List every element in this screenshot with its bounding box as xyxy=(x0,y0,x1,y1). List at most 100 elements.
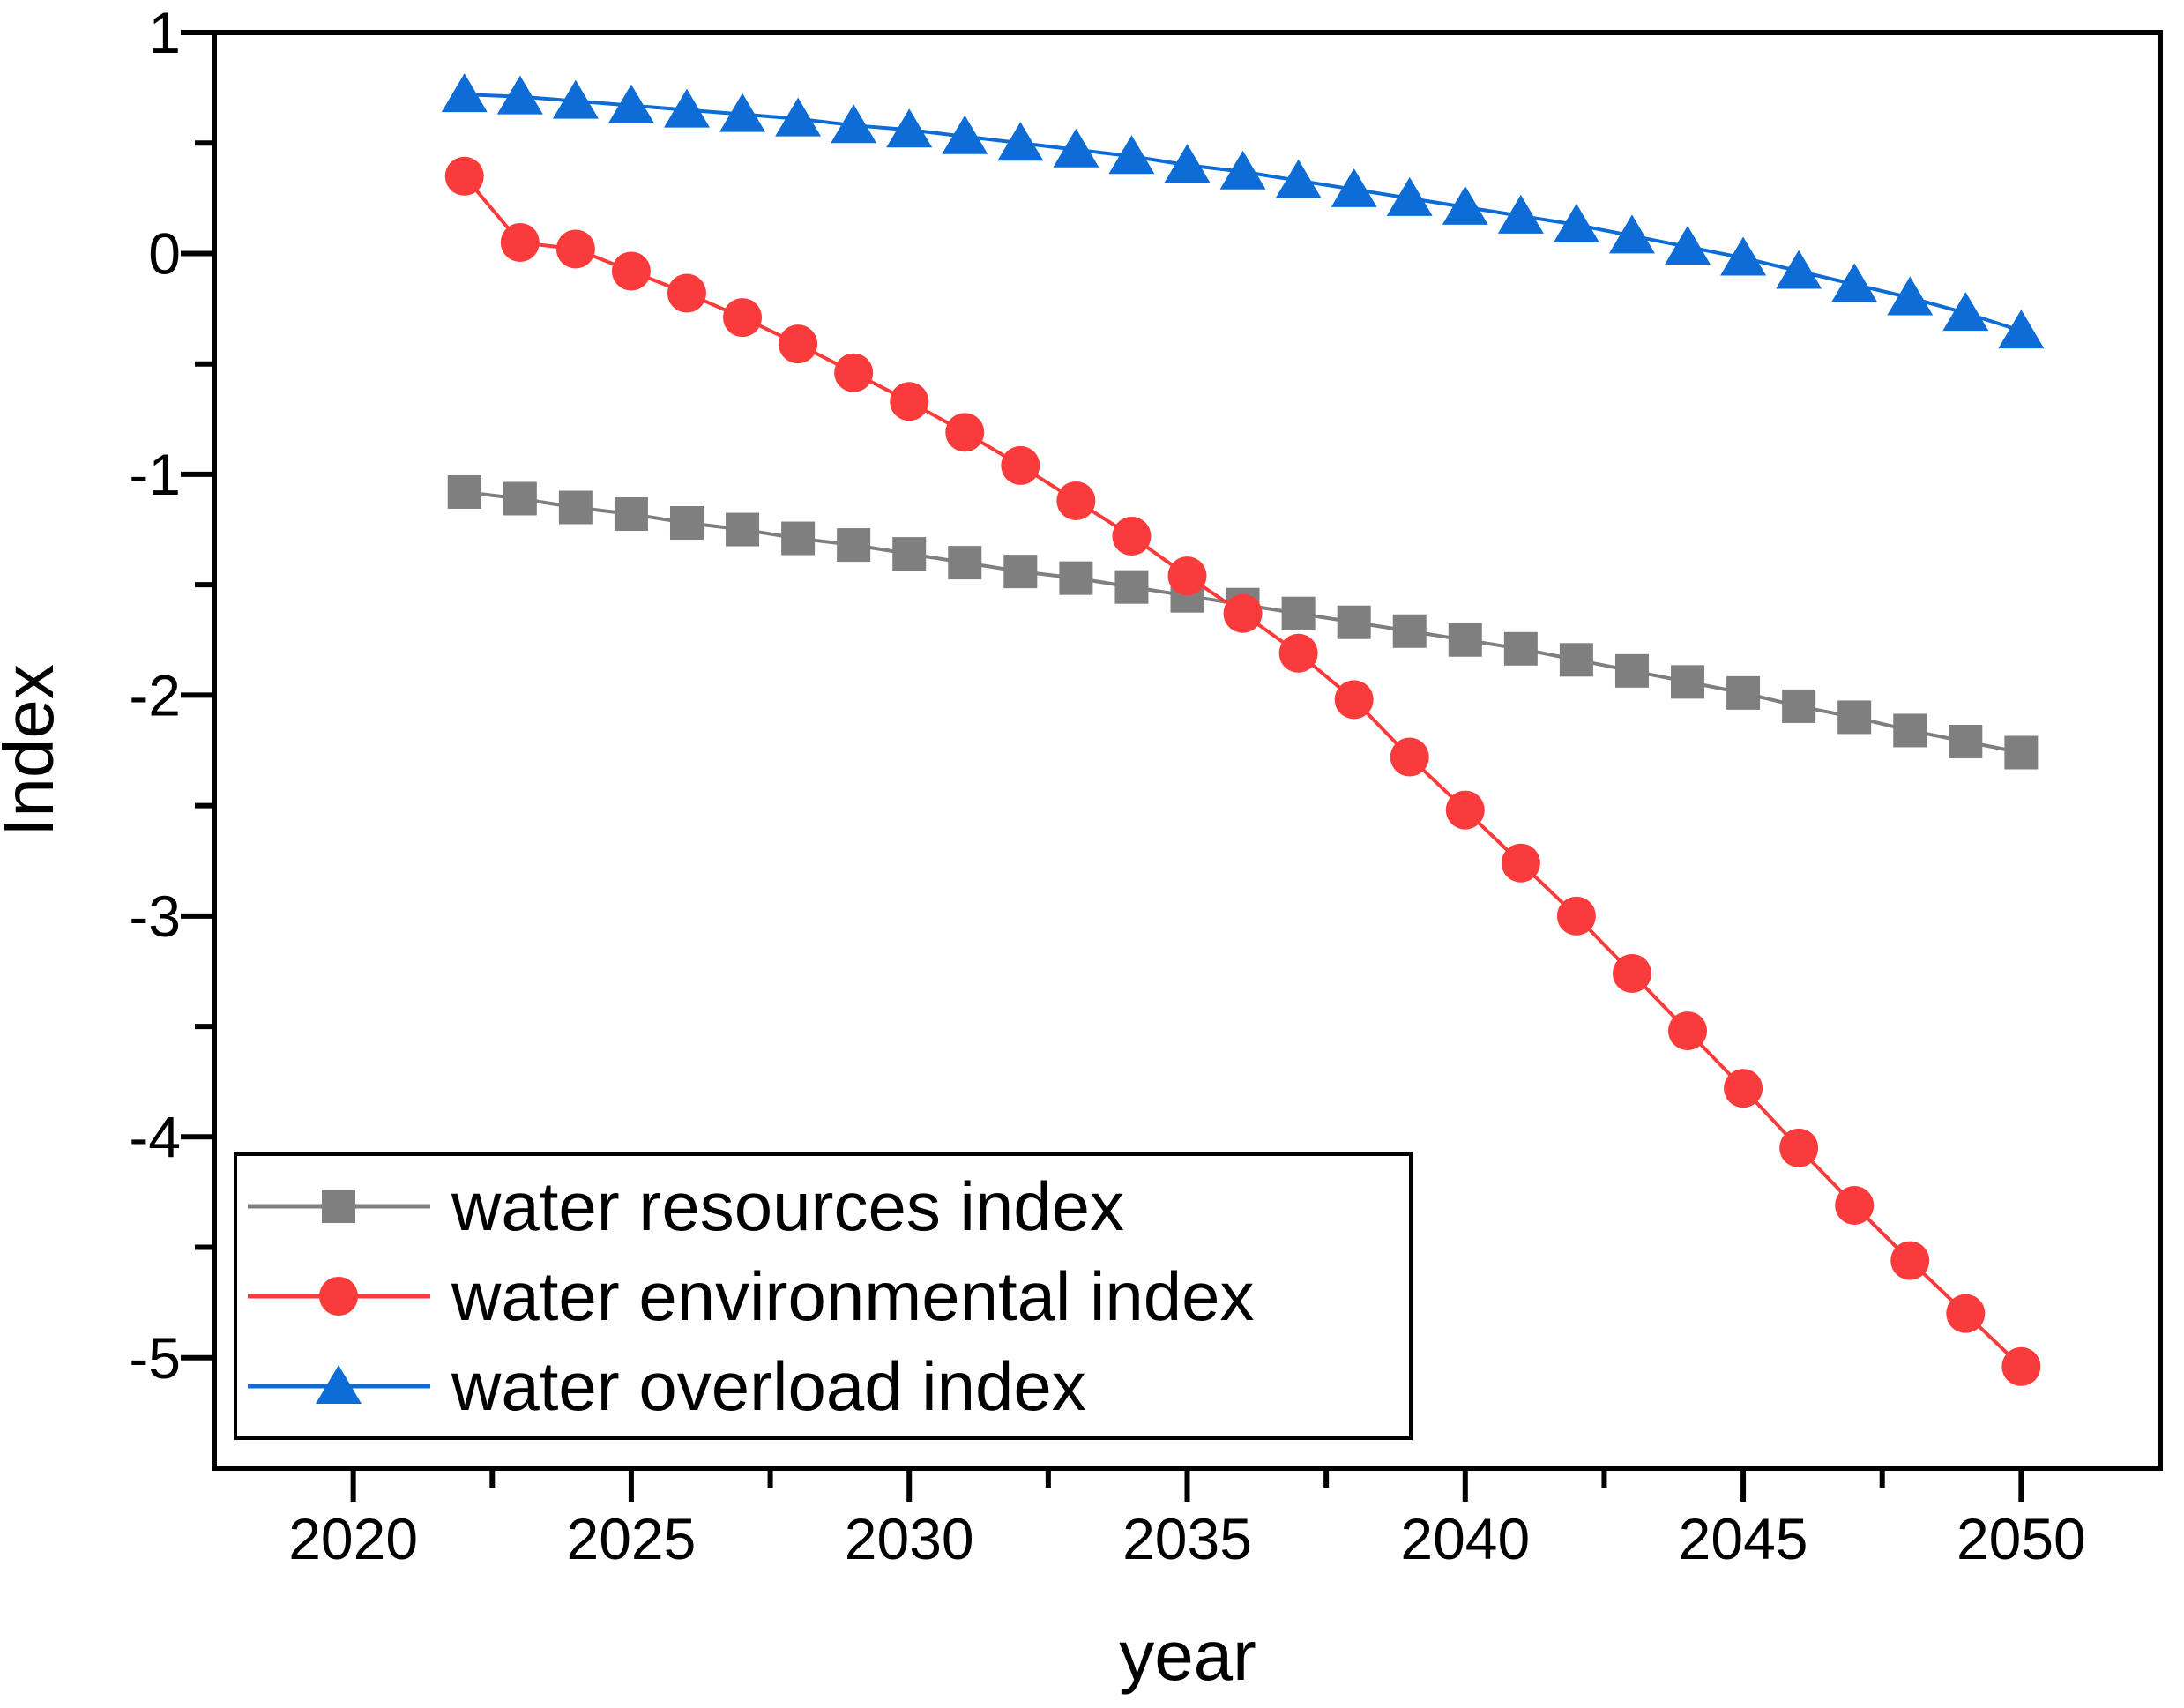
square-marker xyxy=(1893,713,1927,748)
series-triangle xyxy=(441,73,2045,349)
axis-ticks: 2020 2025 2030 2035 2040 2045 2050 1 0 -1 -2 -3 -4 -5 xyxy=(129,0,2085,1571)
triangle-marker xyxy=(1497,194,1544,234)
x-tick-label: 2030 xyxy=(845,1506,974,1571)
triangle-marker xyxy=(663,88,710,128)
triangle-marker xyxy=(719,93,766,132)
circle-marker xyxy=(1779,1128,1819,1167)
triangle-marker xyxy=(942,115,988,154)
series-circle xyxy=(444,156,2041,1386)
circle-marker xyxy=(834,353,874,392)
legend-label: water overload index xyxy=(451,1347,1086,1425)
y-tick-label: 1 xyxy=(148,0,181,65)
square-marker xyxy=(503,481,537,516)
square-marker xyxy=(1003,555,1038,589)
data-series xyxy=(441,73,2045,1386)
circle-marker xyxy=(1223,593,1263,633)
circle-marker xyxy=(1278,633,1318,673)
x-tick-label: 2045 xyxy=(1679,1506,1808,1571)
triangle-marker xyxy=(607,84,654,123)
square-marker xyxy=(1782,689,1816,723)
square-marker xyxy=(2004,735,2039,770)
square-marker xyxy=(781,521,816,556)
circle-marker xyxy=(1334,680,1374,720)
y-tick-label: -5 xyxy=(129,1325,181,1391)
square-marker xyxy=(1671,665,1705,699)
triangle-marker xyxy=(441,73,488,113)
triangle-marker xyxy=(775,97,822,137)
square-marker xyxy=(1559,643,1593,677)
legend-label: water resources index xyxy=(451,1167,1124,1245)
circle-marker xyxy=(1668,1011,1708,1051)
triangle-marker xyxy=(886,108,933,148)
square-marker xyxy=(892,537,927,571)
circle-marker xyxy=(1890,1241,1930,1280)
series-square xyxy=(447,474,2039,770)
triangle-marker xyxy=(1275,159,1322,198)
legend-item: water environmental index xyxy=(248,1257,1254,1335)
triangle-marker xyxy=(1608,214,1655,254)
triangle-marker xyxy=(1831,263,1878,302)
x-axis-title: year xyxy=(1119,1616,1256,1695)
legend-item: water resources index xyxy=(248,1167,1124,1245)
square-marker xyxy=(1114,570,1149,604)
square-marker xyxy=(1837,700,1872,735)
x-tick-label: 2040 xyxy=(1400,1506,1530,1571)
triangle-marker xyxy=(1442,185,1488,225)
circle-marker xyxy=(1501,843,1540,883)
y-tick-label: 0 xyxy=(148,220,181,286)
square-marker xyxy=(1949,724,1983,758)
square-marker xyxy=(558,490,593,525)
square-marker xyxy=(614,497,648,532)
circle-marker xyxy=(611,251,651,291)
square-marker xyxy=(1337,605,1371,639)
triangle-marker xyxy=(1386,176,1433,216)
triangle-marker xyxy=(1331,168,1377,207)
circle-marker xyxy=(1946,1294,1986,1333)
x-tick-label: 2025 xyxy=(567,1506,697,1571)
circle-marker xyxy=(1612,953,1651,993)
circle-marker xyxy=(1556,896,1596,936)
y-tick-label: -3 xyxy=(129,884,181,949)
triangle-marker xyxy=(552,79,599,119)
y-tick-label: -4 xyxy=(129,1104,181,1169)
square-marker xyxy=(1059,561,1093,595)
square-marker xyxy=(1726,675,1761,710)
legend-label: water environmental index xyxy=(451,1257,1254,1335)
circle-marker xyxy=(945,413,985,452)
square-marker xyxy=(1392,614,1427,648)
triangle-marker xyxy=(1776,250,1822,289)
triangle-marker xyxy=(1219,150,1266,190)
y-tick-label: -1 xyxy=(129,442,181,507)
triangle-marker xyxy=(1720,236,1767,276)
circle-marker xyxy=(890,382,929,421)
circle-marker xyxy=(1835,1185,1875,1225)
square-marker xyxy=(669,506,704,541)
square-marker xyxy=(948,546,982,580)
triangle-marker xyxy=(1108,135,1155,175)
circle-marker xyxy=(1056,481,1096,520)
triangle-marker xyxy=(316,1365,362,1404)
triangle-marker xyxy=(496,75,543,115)
x-tick-label: 2050 xyxy=(1957,1506,2086,1571)
circle-marker xyxy=(2001,1346,2041,1386)
square-marker xyxy=(1448,623,1482,657)
x-tick-label: 2035 xyxy=(1122,1506,1252,1571)
square-marker xyxy=(837,528,871,563)
square-marker xyxy=(322,1190,355,1223)
legend-box xyxy=(234,1152,1413,1440)
square-marker xyxy=(1614,653,1649,688)
square-marker xyxy=(1503,631,1538,666)
triangle-marker xyxy=(831,104,877,144)
x-tick-label: 2020 xyxy=(288,1506,418,1571)
circle-marker xyxy=(1724,1069,1763,1108)
triangle-marker xyxy=(1164,144,1211,183)
circle-marker xyxy=(1167,556,1207,596)
circle-marker xyxy=(500,222,540,262)
legend: water resources index water environmental… xyxy=(234,1152,1413,1440)
square-marker xyxy=(447,474,481,509)
circle-marker xyxy=(555,229,595,269)
triangle-marker xyxy=(1998,310,2045,349)
triangle-marker xyxy=(1553,203,1599,242)
circle-marker xyxy=(779,324,818,364)
